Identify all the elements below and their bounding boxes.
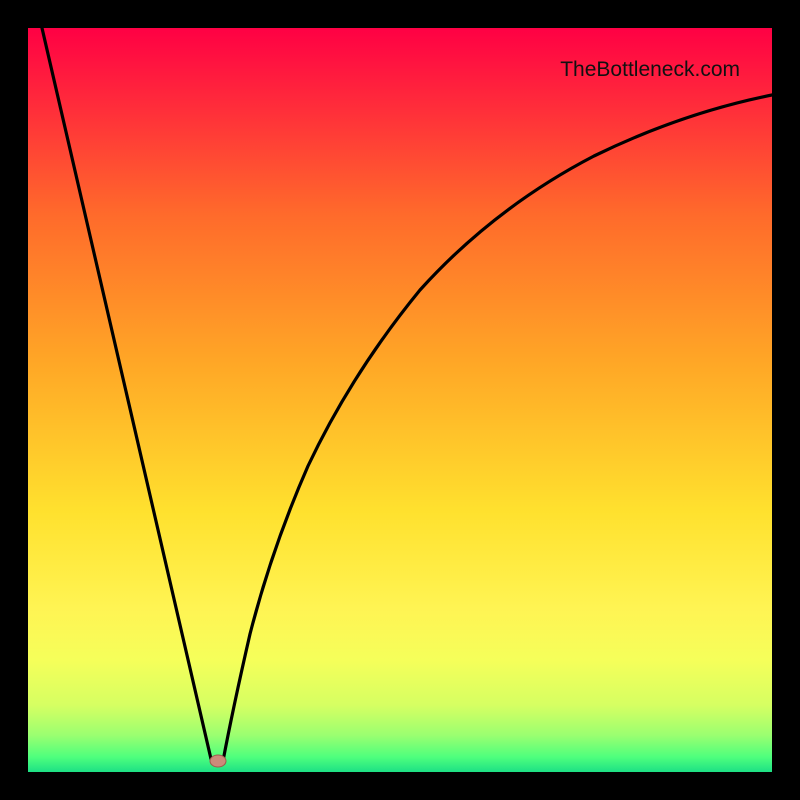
plot-area: TheBottleneck.com	[28, 28, 772, 772]
curve-right-segment	[223, 95, 772, 761]
bottleneck-curve	[28, 28, 772, 772]
optimum-marker	[210, 755, 226, 767]
curve-left-segment	[42, 28, 211, 759]
